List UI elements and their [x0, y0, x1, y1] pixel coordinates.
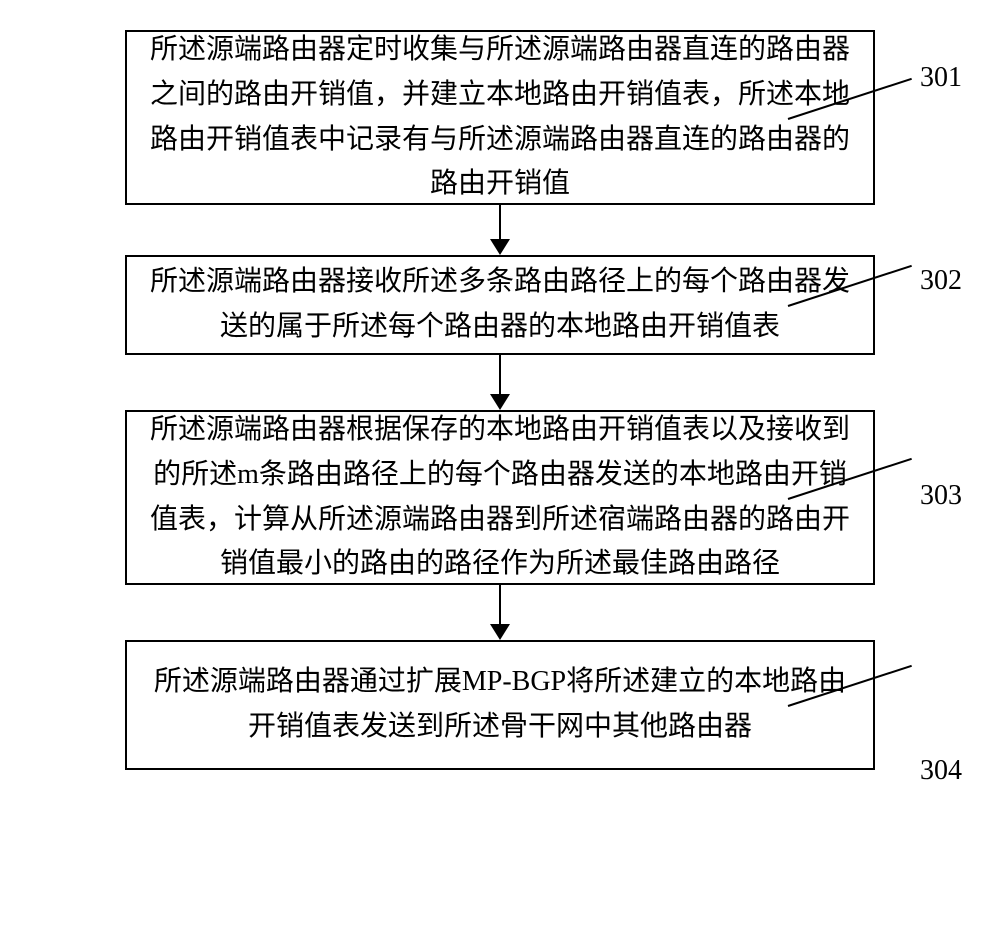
- step-text-2: 所述源端路由器接收所述多条路由路径上的每个路由器发送的属于所述每个路由器的本地路…: [127, 250, 873, 360]
- label-number-4: 304: [920, 755, 962, 787]
- step-text-3: 所述源端路由器根据保存的本地路由开销值表以及接收到的所述m条路由路径上的每个路由…: [127, 398, 873, 597]
- label-number-3: 303: [920, 480, 962, 512]
- step-text-4: 所述源端路由器通过扩展MP-BGP将所述建立的本地路由开销值表发送到所述骨干网中…: [127, 650, 873, 760]
- label-number-2: 302: [920, 265, 962, 297]
- arrow-line: [499, 355, 501, 394]
- step-box-4: 所述源端路由器通过扩展MP-BGP将所述建立的本地路由开销值表发送到所述骨干网中…: [125, 640, 875, 770]
- label-number-1: 301: [920, 62, 962, 94]
- step-text-1: 所述源端路由器定时收集与所述源端路由器直连的路由器之间的路由开销值，并建立本地路…: [127, 18, 873, 217]
- step-box-3: 所述源端路由器根据保存的本地路由开销值表以及接收到的所述m条路由路径上的每个路由…: [125, 410, 875, 585]
- flowchart-container: 所述源端路由器定时收集与所述源端路由器直连的路由器之间的路由开销值，并建立本地路…: [40, 30, 960, 770]
- arrow-head-icon: [490, 624, 510, 640]
- step-box-1: 所述源端路由器定时收集与所述源端路由器直连的路由器之间的路由开销值，并建立本地路…: [125, 30, 875, 205]
- step-box-2: 所述源端路由器接收所述多条路由路径上的每个路由器发送的属于所述每个路由器的本地路…: [125, 255, 875, 355]
